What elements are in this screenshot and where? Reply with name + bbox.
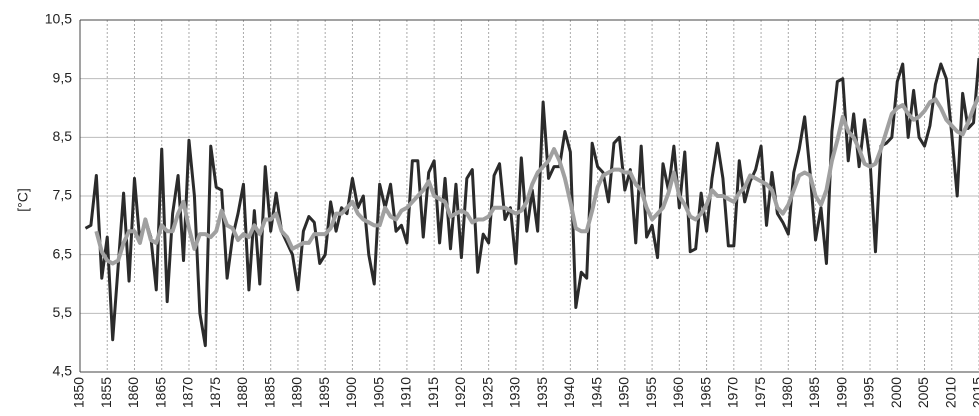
x-tick-label: 1980 xyxy=(779,377,795,408)
x-tick-label: 2005 xyxy=(915,377,931,408)
x-tick-label: 1915 xyxy=(425,377,441,408)
x-tick-label: 1955 xyxy=(643,377,659,408)
x-tick-label: 1945 xyxy=(588,377,604,408)
x-tick-label: 1885 xyxy=(261,377,277,408)
x-tick-label: 1995 xyxy=(861,377,877,408)
x-tick-label: 1920 xyxy=(452,377,468,408)
y-tick-label: 7,5 xyxy=(53,187,73,203)
x-tick-label: 1935 xyxy=(534,377,550,408)
y-axis-label: [°C] xyxy=(15,188,31,212)
x-tick-label: 1875 xyxy=(207,377,223,408)
x-tick-label: 1975 xyxy=(752,377,768,408)
x-tick-label: 1950 xyxy=(616,377,632,408)
x-tick-label: 1960 xyxy=(670,377,686,408)
x-tick-label: 1990 xyxy=(833,377,849,408)
y-tick-label: 5,5 xyxy=(53,304,73,320)
x-tick-label: 1940 xyxy=(561,377,577,408)
x-tick-label: 1900 xyxy=(343,377,359,408)
x-tick-label: 1870 xyxy=(180,377,196,408)
x-tick-label: 1865 xyxy=(152,377,168,408)
x-tick-label: 1855 xyxy=(98,377,114,408)
x-tick-label: 1930 xyxy=(507,377,523,408)
x-tick-label: 1905 xyxy=(370,377,386,408)
x-tick-label: 1925 xyxy=(479,377,495,408)
y-tick-label: 10,5 xyxy=(45,11,72,27)
x-tick-label: 1850 xyxy=(71,377,87,408)
x-tick-label: 1860 xyxy=(125,377,141,408)
x-tick-label: 1880 xyxy=(234,377,250,408)
y-tick-label: 8,5 xyxy=(53,128,73,144)
data-line xyxy=(84,58,979,348)
x-tick-label: 1890 xyxy=(289,377,305,408)
x-tick-label: 1965 xyxy=(697,377,713,408)
x-tick-label: 1970 xyxy=(725,377,741,408)
y-tick-label: 6,5 xyxy=(53,245,73,261)
x-tick-label: 1985 xyxy=(806,377,822,408)
x-tick-label: 2010 xyxy=(942,377,958,408)
y-tick-label: 9,5 xyxy=(53,69,73,85)
x-tick-label: 2000 xyxy=(888,377,904,408)
x-tick-label: 1895 xyxy=(316,377,332,408)
y-tick-label: 4,5 xyxy=(53,363,73,379)
data-line xyxy=(94,95,979,266)
x-tick-label: 1910 xyxy=(398,377,414,408)
x-tick-label: 2015 xyxy=(970,377,979,408)
